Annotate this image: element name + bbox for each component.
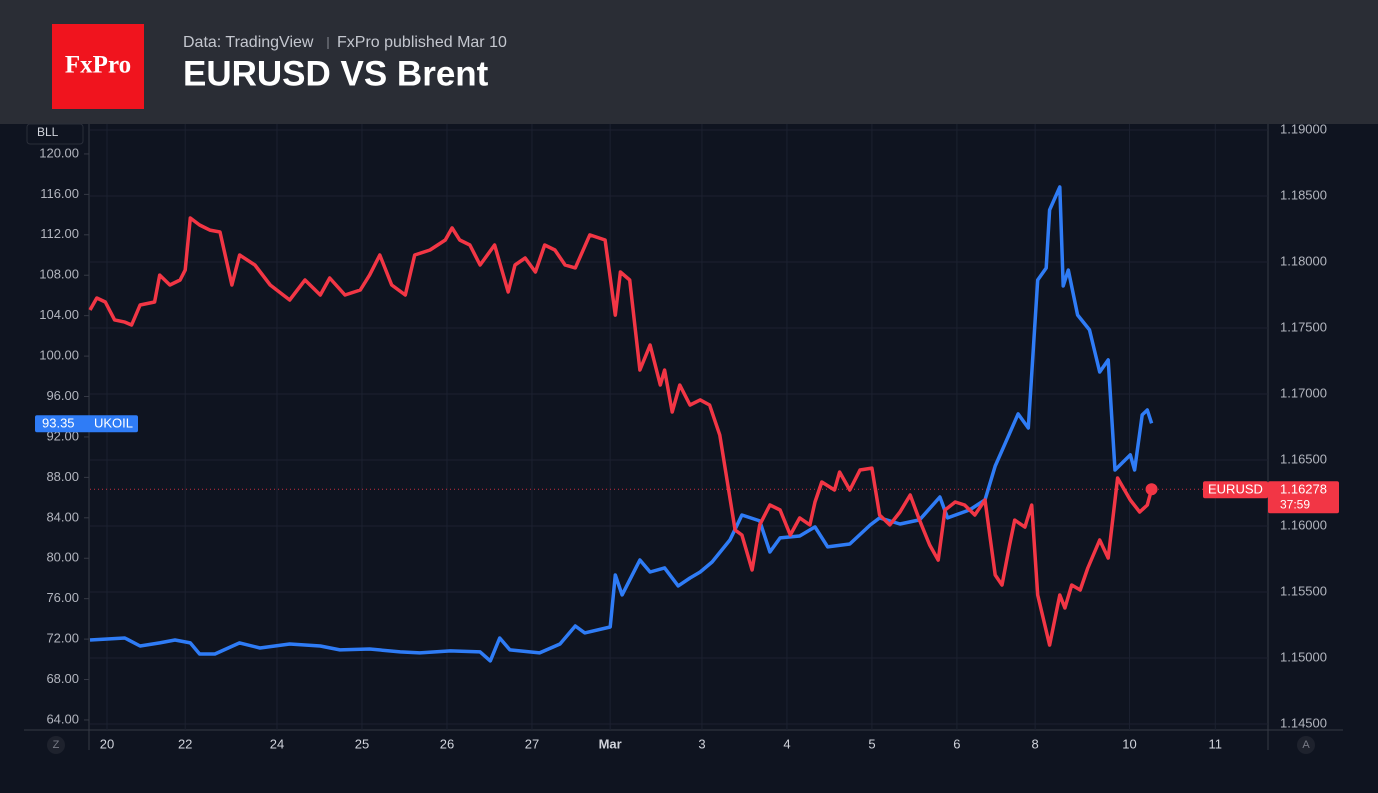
y-tick-label: 96.00 xyxy=(46,388,79,403)
series-name-tag: EURUSD xyxy=(1208,482,1263,497)
y-tick-label: 108.00 xyxy=(39,267,79,282)
y2-tick-label: 1.14500 xyxy=(1280,715,1327,730)
y2-tick-label: 1.19000 xyxy=(1280,121,1327,136)
chart-title: EURUSD VS Brent xyxy=(183,54,489,93)
x-tick-label: 3 xyxy=(698,736,705,751)
scale-button-label[interactable]: A xyxy=(1302,739,1310,751)
x-tick-label: 10 xyxy=(1122,736,1136,751)
y2-tick-label: 1.15500 xyxy=(1280,583,1327,598)
y2-tick-label: 1.17000 xyxy=(1280,385,1327,400)
logo-box xyxy=(52,24,144,109)
y-tick-label: 88.00 xyxy=(46,469,79,484)
series-line xyxy=(89,185,1154,663)
y2-tick-label: 1.16000 xyxy=(1280,517,1327,532)
source-text: Data: TradingView xyxy=(183,34,314,51)
y-tick-label: 64.00 xyxy=(46,711,79,726)
name-tag xyxy=(1203,481,1268,499)
header-bar xyxy=(0,0,1378,124)
scale-button-label[interactable]: Z xyxy=(53,739,60,751)
last-point xyxy=(1145,483,1158,496)
x-tick-label: 6 xyxy=(953,736,960,751)
x-tick-label: Mar xyxy=(599,736,622,751)
y-tick-label: 84.00 xyxy=(46,509,79,524)
y-axis-label: BLL xyxy=(37,125,59,139)
y2-tick-label: 1.17500 xyxy=(1280,319,1327,334)
series-line xyxy=(88,216,1154,647)
y-tick-label: 104.00 xyxy=(39,307,79,322)
y-tick-label: 112.00 xyxy=(40,226,79,241)
y2-tick-label: 1.15000 xyxy=(1280,649,1327,664)
scale-button[interactable] xyxy=(1297,736,1315,754)
scale-button[interactable] xyxy=(47,736,65,754)
price-tag xyxy=(35,415,138,433)
published-text: FxPro published Mar 10 xyxy=(337,34,507,51)
y-tick-label: 120.00 xyxy=(39,145,79,160)
last-price-label: 1.16278 xyxy=(1280,482,1327,497)
x-tick-label: 11 xyxy=(1209,736,1223,751)
series-name-tag: UKOIL xyxy=(94,416,133,431)
price-tag xyxy=(1268,481,1339,514)
y-tick-label: 80.00 xyxy=(46,550,79,565)
y-tick-label: 100.00 xyxy=(39,348,79,363)
y2-tick-label: 1.18500 xyxy=(1280,187,1327,202)
last-price-label: 93.35 xyxy=(42,416,75,431)
y-tick-label: 76.00 xyxy=(46,590,79,605)
y-tick-label: 68.00 xyxy=(46,671,79,686)
logo-text: FxPro xyxy=(65,52,131,79)
x-tick-label: 27 xyxy=(525,736,539,751)
x-tick-label: 5 xyxy=(868,736,875,751)
x-tick-label: 24 xyxy=(270,736,284,751)
y2-tick-label: 1.16500 xyxy=(1280,451,1327,466)
y-tick-label: 116.00 xyxy=(40,186,79,201)
x-tick-label: 25 xyxy=(355,736,369,751)
x-tick-label: 8 xyxy=(1032,736,1039,751)
y-tick-label: 72.00 xyxy=(46,631,79,646)
x-tick-label: 22 xyxy=(178,736,192,751)
x-tick-label: 26 xyxy=(440,736,454,751)
x-tick-label: 4 xyxy=(783,736,790,751)
countdown-label: 37:59 xyxy=(1280,497,1310,511)
axis-label-box xyxy=(26,123,84,145)
grid xyxy=(90,124,1268,730)
y2-tick-label: 1.18000 xyxy=(1280,253,1327,268)
x-tick-label: 20 xyxy=(100,736,114,751)
